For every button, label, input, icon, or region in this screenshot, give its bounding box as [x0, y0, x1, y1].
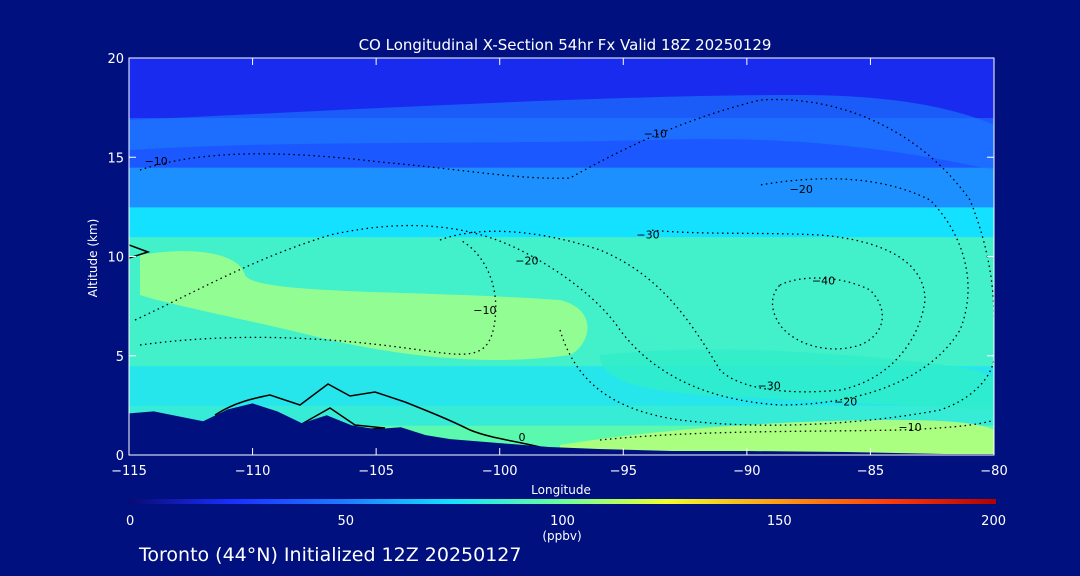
terrain-silhouette	[129, 403, 994, 455]
plot-area: −10 −10 −20 −30 −20 −40 −10 −30 −20 −10 0	[129, 58, 994, 455]
y-tick-label-2: 10	[107, 251, 124, 266]
co-blob-west	[140, 251, 588, 360]
co-band-4	[129, 206, 994, 238]
y-tick-label-1: 5	[116, 350, 124, 365]
contour-line-neg20-lower	[559, 329, 994, 426]
colorbar-tick-label-3: 150	[767, 514, 792, 529]
co-band-1	[129, 405, 994, 426]
contour-line-neg10-surface	[599, 419, 994, 441]
y-tick-label-4: 20	[107, 52, 124, 67]
x-tick-label-3: −100	[482, 464, 518, 479]
y-axis-label: Altitude (km)	[86, 219, 100, 298]
x-axis-label: Longitude	[531, 483, 591, 497]
contour-line-zero	[214, 383, 541, 448]
y-axis: 0 5 10 15 20	[107, 52, 994, 464]
contour-line-zero-inner	[299, 407, 386, 431]
colorbar-tick-label-0: 0	[126, 514, 134, 529]
contour-label-2: −20	[790, 183, 813, 196]
co-field	[129, 58, 994, 455]
x-tick-label-6: −85	[857, 464, 884, 479]
x-tick-label-1: −110	[235, 464, 271, 479]
colorbar-unit-label: (ppbv)	[542, 529, 581, 543]
contour-label-9: −10	[898, 421, 921, 434]
contour-labels: −10 −10 −20 −30 −20 −40 −10 −30 −20 −10 0	[145, 127, 922, 444]
co-blob-surface-east	[560, 420, 994, 455]
footer-caption: Toronto (44°N) Initialized 12Z 20250127	[138, 544, 522, 566]
contour-label-5: −40	[812, 274, 835, 287]
contour-label-0: −10	[145, 155, 168, 168]
x-axis: −115 −110 −105 −100 −95 −90 −85 −80	[111, 58, 1008, 479]
x-tick-label-5: −90	[733, 464, 760, 479]
contour-label-10: 0	[518, 431, 525, 444]
chart-title: CO Longitudinal X-Section 54hr Fx Valid …	[359, 36, 772, 54]
colorbar	[129, 499, 996, 504]
colorbar-tick-label-4: 200	[981, 514, 1006, 529]
co-blob-east-low	[600, 349, 994, 410]
contour-line-neg40	[771, 277, 883, 350]
colorbar-tick-label-2: 100	[550, 514, 575, 529]
contour-lines	[134, 98, 994, 441]
contour-line-neg10-lower	[139, 239, 497, 355]
x-tick-label-0: −115	[111, 464, 147, 479]
y-tick-label-0: 0	[116, 449, 124, 464]
co-blob-upper-dome	[129, 95, 994, 170]
y-tick-label-3: 15	[107, 151, 124, 166]
contour-label-4: −20	[515, 254, 538, 267]
contour-label-1: −10	[644, 127, 667, 140]
contour-label-6: −10	[473, 304, 496, 317]
contour-line-neg30	[439, 229, 926, 393]
contour-label-8: −20	[834, 395, 857, 408]
x-tick-label-7: −80	[980, 464, 1007, 479]
colorbar-tick-label-1: 50	[337, 514, 354, 529]
x-tick-label-2: −105	[358, 464, 394, 479]
contour-label-3: −30	[636, 229, 659, 242]
contour-label-7: −30	[757, 379, 780, 392]
co-band-5	[129, 167, 994, 208]
x-tick-label-4: −95	[610, 464, 637, 479]
colorbar-ticks: 0 50 100 150 200	[126, 514, 1006, 529]
